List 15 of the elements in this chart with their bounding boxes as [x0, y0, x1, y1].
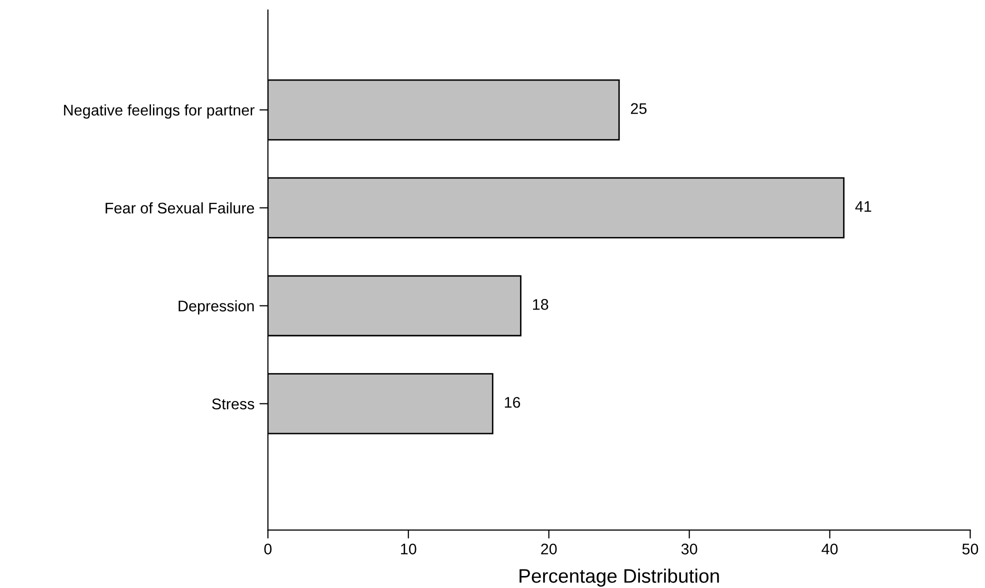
data-label: 41 — [855, 201, 872, 212]
y-tick-label: Stress — [212, 398, 254, 410]
data-label: 25 — [630, 103, 647, 114]
data-label: 18 — [533, 299, 548, 310]
x-tick-label: 0 — [264, 544, 272, 554]
x-tick-label: 40 — [822, 544, 838, 554]
data-label: 16 — [504, 396, 520, 408]
x-axis-title: Percentage Distribution — [520, 568, 719, 587]
y-tick-label: Negative feelings for partner — [64, 104, 254, 119]
x-tick-label: 50 — [962, 544, 978, 554]
x-tick-label: 30 — [681, 544, 698, 554]
y-tick-label: Depression — [178, 300, 254, 314]
x-tick-label: 20 — [541, 544, 557, 554]
x-tick-label: 10 — [401, 544, 416, 554]
y-tick-label: Fear of Sexual Failure — [106, 202, 254, 214]
